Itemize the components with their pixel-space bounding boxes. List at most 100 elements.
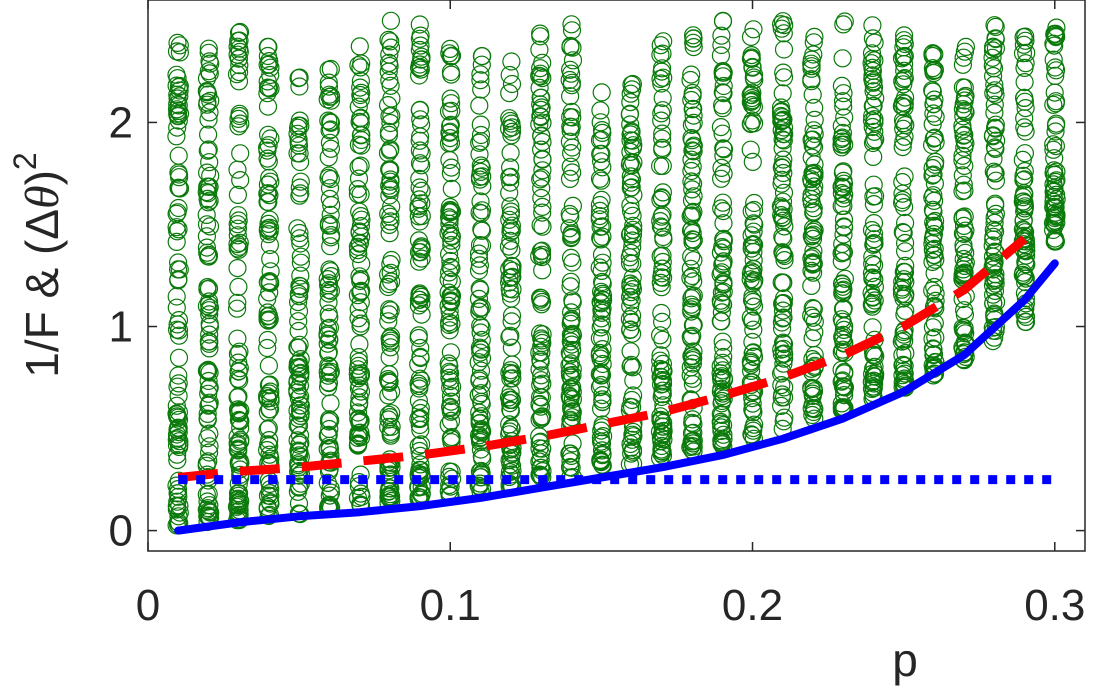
scatter-point	[350, 234, 369, 253]
scatter-point	[590, 201, 610, 220]
scatter-point	[562, 402, 582, 421]
scatter-point	[502, 449, 521, 468]
scatter-point	[805, 155, 824, 174]
scatter-point	[834, 15, 853, 34]
scatter-point	[863, 269, 882, 288]
scatter-point	[1015, 162, 1034, 181]
y-axis-label-part2: )	[16, 170, 68, 185]
scatter-point	[623, 206, 642, 225]
scatter-point	[412, 156, 431, 175]
scatter-point	[351, 156, 370, 175]
scatter-point	[684, 113, 703, 133]
series-line-solid	[174, 259, 1059, 535]
scatter-point	[984, 83, 1003, 103]
scatter-point	[349, 379, 368, 398]
scatter-point	[260, 222, 279, 241]
scatter-point	[470, 409, 489, 428]
scatter-point	[411, 420, 430, 439]
scatter-point	[714, 202, 733, 221]
scatter-point	[712, 283, 732, 302]
scatter-point	[410, 141, 429, 160]
scatter-point	[381, 485, 400, 504]
scatter-point	[410, 169, 429, 188]
scatter-point	[472, 204, 491, 223]
scatter-point	[1047, 114, 1066, 133]
scatter-point	[1047, 171, 1066, 190]
scatter-point	[441, 343, 460, 362]
scatter-point	[984, 162, 1003, 181]
scatter-point	[986, 85, 1005, 104]
scatter-point	[229, 277, 248, 296]
scatter-point	[288, 416, 307, 435]
scatter-point	[349, 395, 369, 414]
scatter-point	[319, 378, 338, 397]
scatter-point	[441, 164, 460, 183]
scatter-point	[591, 452, 610, 471]
scatter-point	[1045, 25, 1064, 44]
scatter-point	[684, 106, 703, 125]
scatter-point	[200, 496, 219, 515]
scatter-point	[654, 32, 673, 51]
scatter-point	[1046, 137, 1066, 156]
scatter-point	[1044, 135, 1063, 154]
scatter-point	[441, 386, 461, 406]
scatter-point	[621, 277, 640, 296]
scatter-point	[472, 80, 491, 99]
scatter-point	[229, 49, 248, 68]
scatter-point	[983, 257, 1002, 276]
scatter-point	[229, 353, 248, 372]
scatter-point	[835, 185, 854, 204]
scatter-point	[895, 356, 914, 375]
scatter-point	[775, 378, 794, 397]
scatter-point	[954, 345, 974, 364]
scatter-point	[985, 118, 1005, 137]
scatter-point	[411, 408, 430, 428]
scatter-point	[200, 325, 219, 344]
scatter-point	[231, 432, 250, 451]
scatter-point	[531, 67, 550, 86]
scatter-point	[291, 464, 310, 483]
scatter-point	[198, 163, 217, 182]
scatter-point	[410, 468, 429, 488]
scatter-point	[895, 263, 915, 282]
scatter-point	[622, 324, 642, 343]
scatter-point	[955, 138, 974, 157]
scatter-point	[652, 104, 671, 123]
scatter-point	[409, 296, 428, 315]
scatter-point	[471, 65, 490, 84]
scatter-point	[865, 51, 884, 70]
scatter-point	[653, 442, 672, 461]
scatter-point	[379, 62, 398, 81]
scatter-point	[229, 490, 248, 509]
scatter-point	[499, 237, 519, 256]
scatter-point	[381, 179, 400, 198]
scatter-point	[228, 37, 247, 56]
scatter-point	[863, 247, 882, 266]
scatter-point	[925, 155, 945, 174]
scatter-point	[470, 403, 489, 422]
scatter-point	[743, 394, 762, 413]
scatter-point	[653, 381, 672, 400]
scatter-point	[288, 124, 307, 143]
scatter-point	[1015, 58, 1034, 78]
scatter-point	[289, 312, 308, 331]
scatter-point	[743, 152, 762, 171]
scatter-point	[470, 371, 489, 390]
scatter-point	[258, 330, 277, 350]
scatter-point	[167, 425, 187, 444]
scatter-point	[229, 369, 248, 388]
scatter-point	[624, 185, 643, 205]
scatter-point	[442, 235, 461, 255]
scatter-point	[834, 299, 853, 318]
scatter-point	[621, 131, 640, 150]
scatter-point	[261, 129, 280, 148]
scatter-point	[773, 130, 792, 149]
scatter-point	[773, 208, 793, 227]
scatter-point	[532, 168, 551, 187]
scatter-point	[714, 275, 733, 294]
scatter-point	[200, 64, 219, 83]
scatter-point	[681, 268, 700, 287]
scatter-point	[592, 245, 612, 264]
scatter-point	[711, 412, 730, 431]
